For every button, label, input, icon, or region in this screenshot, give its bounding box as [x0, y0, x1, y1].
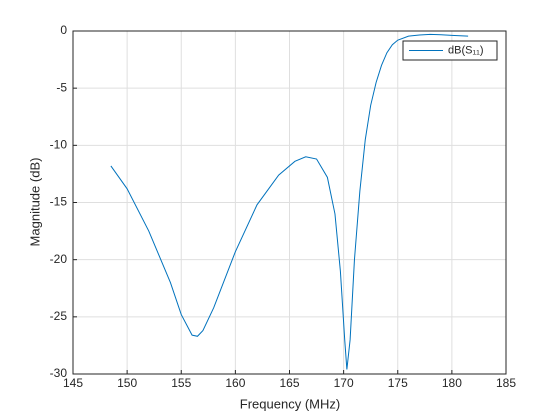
- y-tick-label: -15: [50, 195, 68, 209]
- y-tick-label: -5: [56, 80, 67, 94]
- y-axis-label: Magnitude (dB): [27, 158, 42, 247]
- x-tick-label: 160: [225, 376, 245, 390]
- x-tick-label: 155: [171, 376, 191, 390]
- y-tick-label: -10: [50, 138, 68, 152]
- x-tick-label: 170: [334, 376, 354, 390]
- legend-label: dB(S₁₁): [448, 44, 484, 56]
- x-tick-label: 185: [496, 376, 516, 390]
- x-tick-label: 145: [63, 376, 83, 390]
- y-tick-label: 0: [60, 23, 67, 37]
- y-tick-label: -30: [50, 366, 68, 380]
- y-tick-label: -20: [50, 252, 68, 266]
- data-line: [110, 33, 469, 370]
- y-tick-label: -25: [50, 309, 68, 323]
- axes-box: [72, 30, 507, 375]
- x-tick-label: 165: [279, 376, 299, 390]
- x-tick-label: 180: [442, 376, 462, 390]
- x-axis-label: Frequency (MHz): [240, 396, 340, 411]
- x-tick-label: 150: [117, 376, 137, 390]
- x-tick-label: 175: [388, 376, 408, 390]
- legend: dB(S₁₁): [402, 40, 498, 61]
- legend-box: [402, 40, 498, 61]
